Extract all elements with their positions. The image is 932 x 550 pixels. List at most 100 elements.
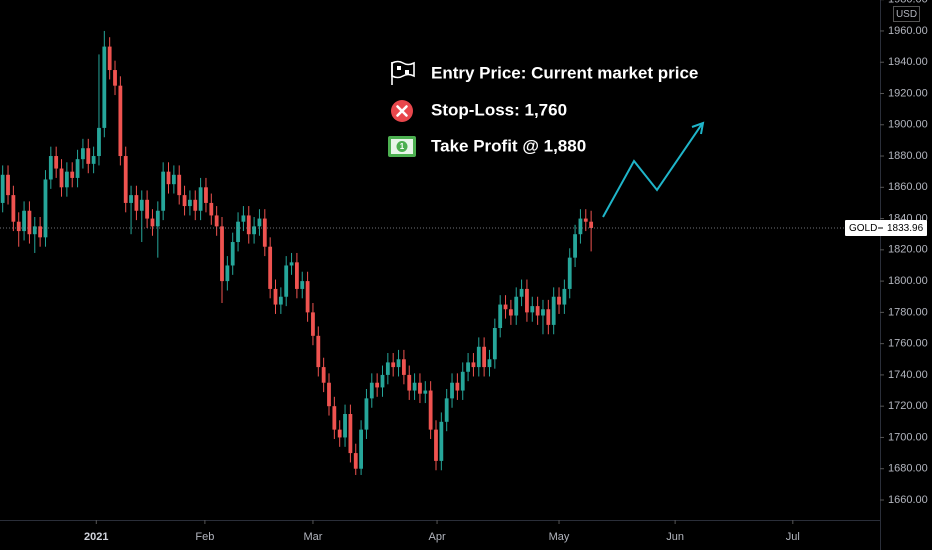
- money-icon-glyph: 1: [400, 142, 405, 151]
- candle-body: [134, 195, 139, 211]
- candle-body: [257, 218, 262, 227]
- candle-body: [284, 265, 289, 297]
- candle-body: [118, 85, 123, 157]
- candle-body: [150, 218, 155, 227]
- candle-body: [396, 359, 401, 368]
- arrow-head: [691, 121, 705, 135]
- candle-body: [123, 156, 128, 203]
- candle-body: [86, 148, 91, 164]
- candle-body: [230, 242, 235, 266]
- candle-body: [450, 382, 454, 399]
- candle-body: [155, 210, 160, 227]
- candle-body: [391, 362, 396, 368]
- candle-body: [225, 265, 230, 282]
- candle-body: [492, 328, 497, 360]
- candle-body: [578, 218, 583, 235]
- y-tick-label: 1780.00: [888, 306, 928, 318]
- candle-body: [466, 362, 470, 372]
- y-tick-label: 1680.00: [888, 463, 928, 475]
- candle-body: [428, 390, 433, 430]
- candle-body: [209, 202, 214, 216]
- x-tick-label: Jul: [786, 531, 800, 543]
- candle-body: [471, 362, 476, 368]
- candle-body: [188, 199, 192, 207]
- candle-body: [348, 413, 353, 454]
- candle-body: [546, 309, 551, 325]
- candle-body: [482, 346, 487, 368]
- y-tick-label: 1980.00: [888, 0, 928, 6]
- y-tick-label: 1940.00: [888, 56, 928, 68]
- candle-body: [343, 413, 347, 438]
- candle-body: [519, 288, 524, 297]
- candle-body: [567, 257, 572, 289]
- y-tick-label: 1720.00: [888, 400, 928, 412]
- candle-body: [369, 382, 374, 399]
- candle-body: [327, 382, 331, 407]
- currency-box: [893, 6, 920, 22]
- annotation: Entry Price: Current market price: [431, 63, 698, 82]
- candle-body: [54, 156, 59, 169]
- candle-body: [562, 288, 567, 305]
- candle-body: [113, 70, 117, 86]
- candle-body: [278, 296, 283, 305]
- candle-body: [300, 281, 305, 289]
- y-tick-label: 1900.00: [888, 119, 928, 131]
- annotation: Stop-Loss: 1,760: [431, 100, 567, 119]
- candle-body: [375, 382, 380, 388]
- candle-body: [380, 374, 385, 388]
- candle-body: [541, 309, 545, 316]
- candle-body: [97, 127, 101, 157]
- candle-body: [294, 262, 299, 289]
- annotation: Take Profit @ 1,880: [431, 136, 586, 155]
- candle-body: [102, 46, 107, 128]
- candle-body: [22, 210, 26, 232]
- candle-body: [48, 156, 53, 180]
- candle-body: [412, 382, 417, 391]
- candle-body: [43, 179, 48, 238]
- candle-body: [64, 171, 69, 188]
- candle-body: [460, 371, 465, 391]
- candle-body: [246, 215, 251, 235]
- candle-body: [557, 296, 561, 305]
- candle-body: [337, 429, 342, 438]
- last-price-box: [845, 220, 927, 237]
- candle-body: [573, 234, 577, 258]
- x-tick-label: Feb: [195, 531, 214, 543]
- candle-body: [177, 174, 182, 196]
- candle-body: [401, 359, 406, 375]
- candle-body: [498, 304, 503, 329]
- y-tick-label: 1760.00: [888, 338, 928, 350]
- candle-body: [316, 335, 321, 368]
- candle-body: [252, 226, 257, 235]
- x-tick-label: Apr: [428, 531, 445, 543]
- candle-body: [32, 226, 37, 235]
- candle-body: [241, 215, 246, 222]
- flag-icon: [391, 60, 415, 85]
- candle-body: [508, 309, 513, 316]
- projection-arrow: [602, 123, 703, 218]
- candle-body: [535, 306, 540, 316]
- candle-body: [353, 453, 358, 469]
- y-tick-label: 1880.00: [888, 150, 928, 162]
- candle-body: [305, 281, 310, 313]
- candle-body: [423, 390, 428, 394]
- candle-body: [0, 174, 5, 203]
- candle-body: [166, 171, 171, 185]
- candle-body: [434, 429, 438, 461]
- candle-body: [139, 199, 144, 211]
- candle-body: [70, 171, 75, 178]
- stop-icon: [391, 100, 413, 122]
- candle-body: [455, 382, 460, 391]
- candle-body: [214, 215, 219, 227]
- candle-body: [583, 218, 588, 222]
- y-tick-label: 1860.00: [888, 181, 928, 193]
- candle-body: [16, 221, 21, 232]
- candle-body: [418, 382, 422, 394]
- candle-body: [551, 296, 556, 325]
- candle-body: [514, 296, 519, 316]
- candle-body: [525, 288, 529, 313]
- candle-body: [359, 429, 363, 469]
